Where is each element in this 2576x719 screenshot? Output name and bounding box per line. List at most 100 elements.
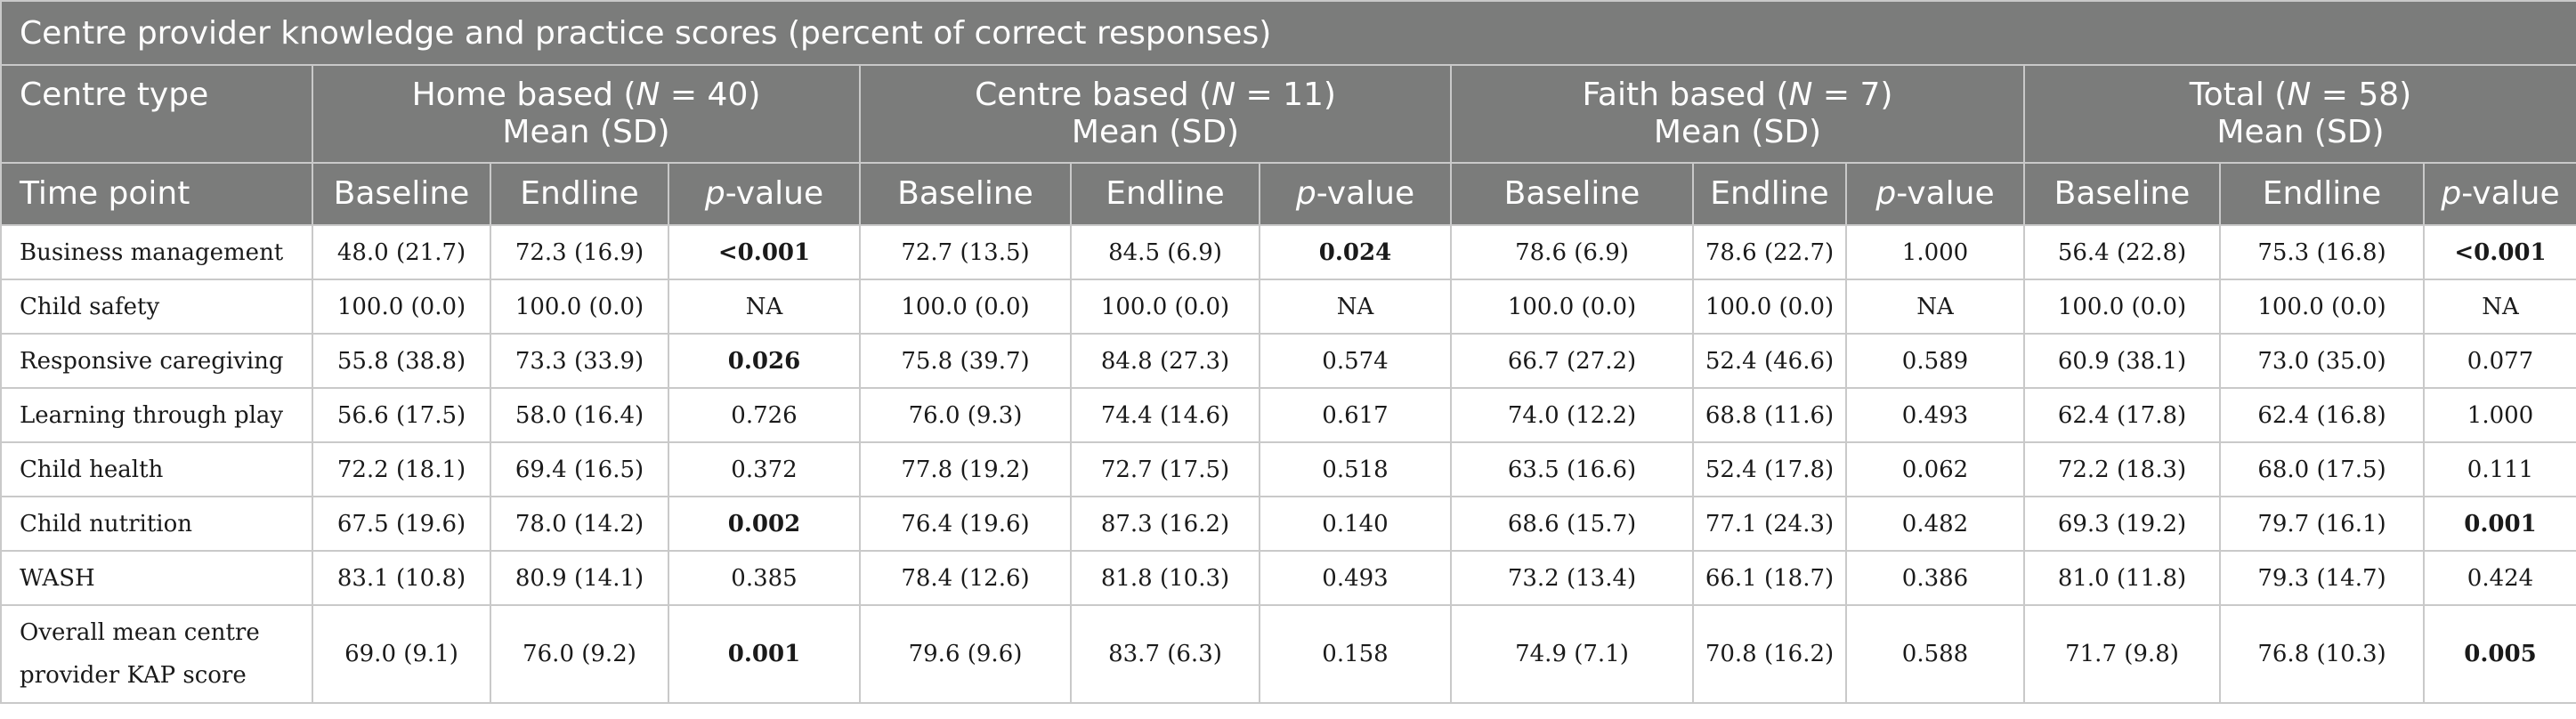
table-cell: 83.7 (6.3) — [1070, 604, 1260, 704]
table-cell: 66.7 (27.2) — [1450, 333, 1694, 389]
group-header-row: Centre type Home based (N = 40) Mean (SD… — [0, 64, 2576, 164]
kap-scores-table: Centre provider knowledge and practice s… — [0, 0, 2576, 704]
table-cell: 100.0 (0.0) — [2219, 279, 2425, 335]
table-row: Business management 48.0 (21.7) 72.3 (16.9… — [0, 224, 2576, 280]
faith-based-header: Faith based (N = 7) Mean (SD) — [1450, 64, 2025, 164]
table-cell: NA — [1259, 279, 1452, 335]
table-cell: 0.372 — [668, 441, 861, 497]
table-cell: 73.3 (33.9) — [490, 333, 669, 389]
table-cell: 0.588 — [1845, 604, 2025, 704]
table-cell: 0.589 — [1845, 333, 2025, 389]
table-cell: 77.8 (19.2) — [859, 441, 1072, 497]
table-cell: 74.9 (7.1) — [1450, 604, 1694, 704]
baseline-header: Baseline — [1450, 162, 1694, 226]
table-cell: 70.8 (16.2) — [1692, 604, 1847, 704]
table-cell: 62.4 (17.8) — [2023, 387, 2221, 443]
table-row: Child safety 100.0 (0.0) 100.0 (0.0) NA 100.… — [0, 279, 2576, 335]
p-value-header: p-value — [1845, 162, 2025, 226]
table-cell: NA — [2423, 279, 2576, 335]
table-row: Responsive caregiving 55.8 (38.8) 73.3 (33… — [0, 333, 2576, 389]
table-cell: 1.000 — [1845, 224, 2025, 280]
table-cell: 0.493 — [1845, 387, 2025, 443]
row-label: Child safety — [0, 279, 313, 335]
table-cell: 74.4 (14.6) — [1070, 387, 1260, 443]
table-cell: 79.7 (16.1) — [2219, 496, 2425, 552]
table-cell: 79.3 (14.7) — [2219, 550, 2425, 606]
table-cell: 87.3 (16.2) — [1070, 496, 1260, 552]
time-point-header: Time point — [0, 162, 313, 226]
table-cell: 100.0 (0.0) — [1070, 279, 1260, 335]
table-cell: 78.4 (12.6) — [859, 550, 1072, 606]
table-row: Child nutrition 67.5 (19.6) 78.0 (14.2) 0.0… — [0, 496, 2576, 552]
table-cell: 78.6 (22.7) — [1692, 224, 1847, 280]
table-cell: 0.005 — [2423, 604, 2576, 704]
table-cell: 100.0 (0.0) — [312, 279, 491, 335]
table-cell: 69.3 (19.2) — [2023, 496, 2221, 552]
table-cell: 73.2 (13.4) — [1450, 550, 1694, 606]
table-cell: <0.001 — [668, 224, 861, 280]
table-cell: 1.000 — [2423, 387, 2576, 443]
table-cell: 69.4 (16.5) — [490, 441, 669, 497]
row-label: Responsive caregiving — [0, 333, 313, 389]
row-label: Business management — [0, 224, 313, 280]
table-cell: 69.0 (9.1) — [312, 604, 491, 704]
table-cell: 100.0 (0.0) — [490, 279, 669, 335]
table-cell: 72.7 (17.5) — [1070, 441, 1260, 497]
table-cell: 0.482 — [1845, 496, 2025, 552]
table-cell: 74.0 (12.2) — [1450, 387, 1694, 443]
table-cell: 68.8 (11.6) — [1692, 387, 1847, 443]
table-cell: 84.8 (27.3) — [1070, 333, 1260, 389]
table-cell: 0.001 — [2423, 496, 2576, 552]
p-value-header: p-value — [2423, 162, 2576, 226]
table-cell: 0.574 — [1259, 333, 1452, 389]
table-cell: 48.0 (21.7) — [312, 224, 491, 280]
table-cell: 0.140 — [1259, 496, 1452, 552]
endline-header: Endline — [1692, 162, 1847, 226]
table-cell: 75.8 (39.7) — [859, 333, 1072, 389]
table-cell: 100.0 (0.0) — [859, 279, 1072, 335]
table-row: WASH 83.1 (10.8) 80.9 (14.1) 0.385 78.4 (12.… — [0, 550, 2576, 606]
p-value-header: p-value — [1259, 162, 1452, 226]
table-cell: 0.001 — [668, 604, 861, 704]
table-cell: 0.024 — [1259, 224, 1452, 280]
baseline-header: Baseline — [312, 162, 491, 226]
table-cell: 52.4 (17.8) — [1692, 441, 1847, 497]
table-cell: 52.4 (46.6) — [1692, 333, 1847, 389]
table-row: Learning through play 56.6 (17.5) 58.0 (16… — [0, 387, 2576, 443]
table-cell: 77.1 (24.3) — [1692, 496, 1847, 552]
table-cell: 81.8 (10.3) — [1070, 550, 1260, 606]
table-cell: 79.6 (9.6) — [859, 604, 1072, 704]
row-label: Overall mean centre provider KAP score — [0, 604, 313, 704]
table-cell: 0.493 — [1259, 550, 1452, 606]
centre-type-header: Centre type — [0, 64, 313, 164]
table-cell: 100.0 (0.0) — [1692, 279, 1847, 335]
row-label: Child health — [0, 441, 313, 497]
table-cell: 76.0 (9.3) — [859, 387, 1072, 443]
row-label: Learning through play — [0, 387, 313, 443]
table-cell: 0.518 — [1259, 441, 1452, 497]
table-cell: 71.7 (9.8) — [2023, 604, 2221, 704]
table-cell: 0.385 — [668, 550, 861, 606]
table-cell: <0.001 — [2423, 224, 2576, 280]
table-cell: 0.158 — [1259, 604, 1452, 704]
total-header: Total (N = 58) Mean (SD) — [2023, 64, 2576, 164]
table-cell: 72.2 (18.1) — [312, 441, 491, 497]
row-label: Child nutrition — [0, 496, 313, 552]
subheader-row: Time point Baseline Endline p-value Base… — [0, 162, 2576, 226]
table-cell: 72.2 (18.3) — [2023, 441, 2221, 497]
home-based-header: Home based (N = 40) Mean (SD) — [312, 64, 861, 164]
table-cell: 0.002 — [668, 496, 861, 552]
table-cell: 63.5 (16.6) — [1450, 441, 1694, 497]
table-cell: 100.0 (0.0) — [2023, 279, 2221, 335]
table-cell: 0.424 — [2423, 550, 2576, 606]
endline-header: Endline — [2219, 162, 2425, 226]
table-cell: 84.5 (6.9) — [1070, 224, 1260, 280]
table-cell: 56.4 (22.8) — [2023, 224, 2221, 280]
title-row: Centre provider knowledge and practice s… — [0, 0, 2576, 66]
table-cell: 60.9 (38.1) — [2023, 333, 2221, 389]
table-row: Child health 72.2 (18.1) 69.4 (16.5) 0.372 7… — [0, 441, 2576, 497]
table-cell: 72.3 (16.9) — [490, 224, 669, 280]
table-cell: 76.0 (9.2) — [490, 604, 669, 704]
table-cell: 0.111 — [2423, 441, 2576, 497]
centre-based-header: Centre based (N = 11) Mean (SD) — [859, 64, 1452, 164]
